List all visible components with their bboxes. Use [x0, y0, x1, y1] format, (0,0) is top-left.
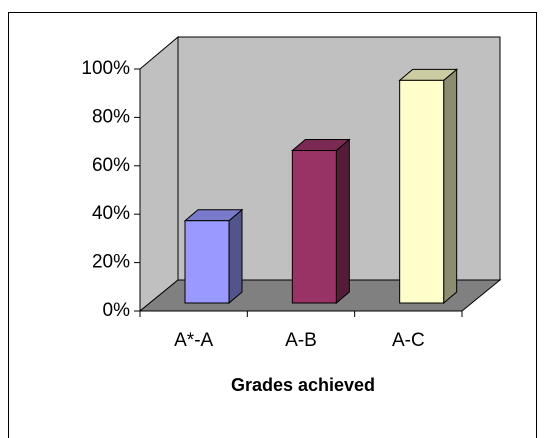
bar	[291, 150, 337, 304]
bar-side	[443, 68, 458, 305]
y-tick-label: 100%	[81, 58, 130, 79]
bar-side	[228, 208, 243, 305]
bar-side	[335, 138, 350, 305]
y-tick-label: 0%	[103, 300, 131, 321]
y-tick-label: 40%	[92, 203, 130, 224]
x-tick-label: A*-A	[174, 330, 213, 351]
x-tick-label: A-B	[285, 330, 317, 351]
x-axis-title: Grades achieved	[231, 375, 375, 395]
side-wall	[139, 35, 179, 313]
bar	[184, 220, 230, 304]
bar	[399, 79, 445, 304]
y-tick-label: 60%	[92, 155, 130, 176]
y-tick-label: 80%	[92, 106, 130, 127]
y-tick-label: 20%	[92, 252, 130, 273]
x-tick-label: A-C	[392, 330, 425, 351]
